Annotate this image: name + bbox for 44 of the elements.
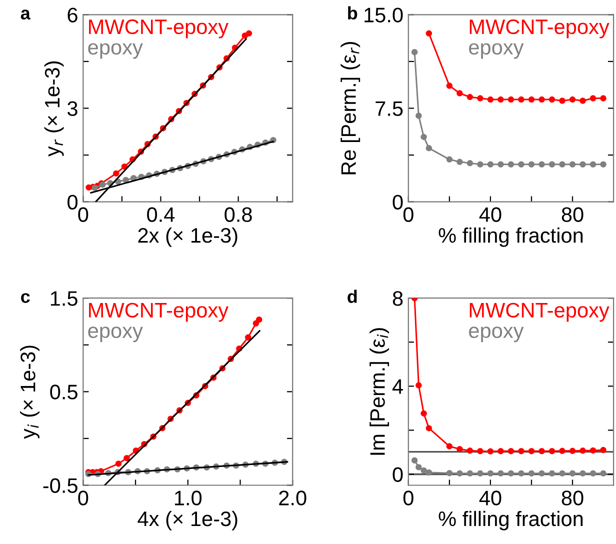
y-tick-label: 7.5 xyxy=(376,101,403,116)
y-tick-label: 0 xyxy=(392,467,403,482)
x-tick-label: 80 xyxy=(562,207,584,222)
text: epoxy xyxy=(469,43,524,59)
y-axis-title: y$_{i}$ (× 1e-3) xyxy=(20,346,40,439)
y-tick-label: 0 xyxy=(392,194,403,210)
x-tick-label: 0 xyxy=(78,490,88,506)
y-tick-label: -0.5 xyxy=(43,478,78,493)
y-tick-label: 4 xyxy=(392,379,403,394)
chart-title: b xyxy=(348,6,358,20)
x-tick-label: 40 xyxy=(479,490,502,506)
x-tick-label: 80 xyxy=(562,490,584,506)
y-axis-title: Re [Perm.] (ε$_{r}$) xyxy=(340,42,360,174)
x-tick-label: 0 xyxy=(403,207,414,222)
y-tick-label: 0 xyxy=(68,194,78,210)
series-label: MWCNT-epoxy xyxy=(89,302,229,322)
series-label: MWCNT-epoxy xyxy=(470,19,610,38)
x-tick-label: 0.4 xyxy=(147,207,175,222)
chart-title: c xyxy=(21,293,30,303)
x-tick-label: 2.0 xyxy=(279,490,306,506)
x-axis-title: % filling fraction xyxy=(438,510,583,530)
y-tick-label: 15.0 xyxy=(364,8,403,22)
x-axis-title: 4x (× 1e-3) xyxy=(138,510,238,530)
text: epoxy xyxy=(469,326,524,342)
chart-title: d xyxy=(348,290,357,303)
text: MWCNT-epoxy xyxy=(470,302,610,322)
y-tick-label: 0.5 xyxy=(50,384,78,400)
y-axis-title: y$_{r}$ (× 1e-3) xyxy=(44,61,64,157)
x-axis-title: 2x (× 1e-3) xyxy=(138,227,238,247)
text: epoxy xyxy=(88,326,143,342)
y-tick-label: 1.5 xyxy=(50,291,78,306)
x-tick-label: 40 xyxy=(479,207,502,222)
series-label: MWCNT-epoxy xyxy=(89,19,229,38)
y-tick-label: 8 xyxy=(392,291,403,306)
x-tick-label: 0 xyxy=(78,207,88,222)
x-axis-title: % filling fraction xyxy=(438,227,583,247)
x-tick-label: 0.8 xyxy=(224,207,252,222)
x-tick-label: 0 xyxy=(403,490,414,506)
x-tick-label: 1.0 xyxy=(174,490,202,506)
text: epoxy xyxy=(88,43,143,59)
y-tick-label: 6 xyxy=(68,8,78,22)
chart-title: a xyxy=(20,10,30,20)
y-tick-label: 3 xyxy=(68,101,78,116)
y-axis-title: Im [Perm.] (ε$_{i}$) xyxy=(370,328,390,455)
